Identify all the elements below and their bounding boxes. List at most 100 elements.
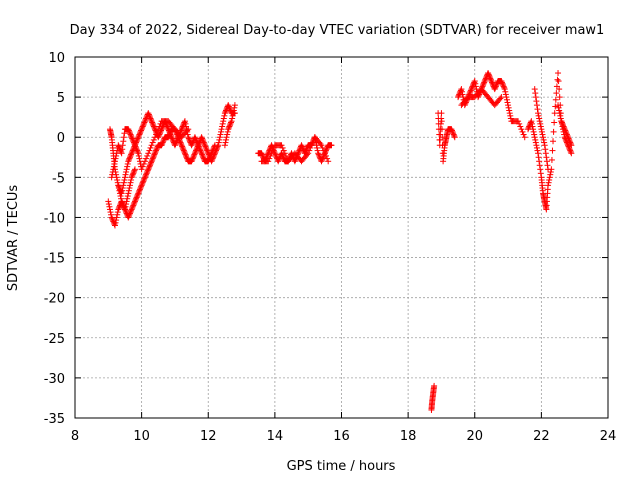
data-point — [488, 79, 495, 86]
data-point — [270, 146, 277, 153]
data-point — [498, 79, 505, 86]
x-tick-labels: 8 10 12 14 16 18 20 22 24 — [71, 429, 616, 444]
data-point — [201, 140, 208, 147]
data-point — [551, 119, 558, 126]
data-point — [138, 182, 145, 189]
data-point — [515, 118, 522, 125]
data-point — [308, 142, 315, 149]
data-point — [536, 162, 543, 169]
data-point — [136, 155, 143, 162]
data-point — [166, 130, 173, 137]
data-point — [124, 195, 131, 202]
data-point — [198, 150, 205, 157]
data-point — [131, 140, 138, 147]
data-point — [259, 151, 266, 158]
data-point — [531, 86, 538, 93]
data-point — [459, 91, 466, 98]
x-tick-label: 22 — [533, 429, 550, 444]
data-point — [145, 111, 152, 118]
data-point — [125, 158, 132, 165]
data-point — [145, 164, 152, 171]
data-point — [128, 177, 135, 184]
data-point — [228, 119, 235, 126]
data-point — [543, 154, 550, 161]
data-point — [218, 126, 225, 133]
data-point — [179, 124, 186, 131]
data-point — [506, 110, 513, 117]
data-point — [314, 144, 321, 151]
data-point — [208, 151, 215, 158]
data-point — [486, 72, 493, 79]
data-point — [535, 112, 542, 119]
data-point — [193, 136, 200, 143]
data-point — [124, 160, 131, 167]
data-point — [198, 148, 205, 155]
y-tick-label: -5 — [52, 171, 65, 186]
data-point — [118, 148, 125, 155]
data-point — [180, 146, 187, 153]
data-point — [148, 118, 155, 125]
data-point — [111, 158, 118, 165]
data-point — [141, 174, 148, 181]
data-point — [125, 187, 132, 194]
data-point — [139, 124, 146, 131]
data-point — [315, 151, 322, 158]
data-point — [320, 147, 327, 154]
data-point — [220, 118, 227, 125]
data-point — [497, 95, 504, 102]
data-point — [222, 139, 229, 146]
data-point — [133, 194, 140, 201]
data-point — [115, 185, 122, 192]
data-point — [267, 152, 274, 159]
data-point — [530, 128, 537, 135]
data-point — [146, 112, 153, 119]
data-point — [150, 136, 157, 143]
data-point — [503, 96, 510, 103]
data-point — [116, 187, 123, 194]
data-point — [126, 130, 133, 137]
data-point — [268, 150, 275, 157]
data-point — [119, 142, 126, 149]
data-point — [199, 152, 206, 159]
data-point — [154, 128, 161, 135]
data-point — [225, 126, 232, 133]
data-point — [192, 148, 199, 155]
data-point — [119, 199, 126, 206]
data-point — [139, 123, 146, 130]
data-point — [110, 163, 117, 170]
data-point — [448, 126, 455, 133]
data-point — [137, 185, 144, 192]
data-point — [200, 138, 207, 145]
data-point — [141, 119, 148, 126]
data-point — [486, 74, 493, 81]
data-point — [536, 115, 543, 122]
data-point — [438, 126, 445, 133]
x-axis-label: GPS time / hours — [287, 459, 396, 474]
data-point — [146, 147, 153, 154]
data-point — [115, 143, 122, 150]
data-point — [216, 136, 223, 143]
data-point — [134, 147, 141, 154]
data-point — [169, 135, 176, 142]
data-point — [544, 162, 551, 169]
data-point — [501, 84, 508, 91]
data-point — [138, 126, 145, 133]
data-point — [110, 166, 117, 173]
x-tick-label: 18 — [400, 429, 417, 444]
data-point — [559, 120, 566, 127]
data-point — [173, 139, 180, 146]
data-point — [298, 142, 305, 149]
data-point — [223, 134, 230, 141]
data-point — [144, 167, 151, 174]
data-point — [319, 144, 326, 151]
data-point — [195, 143, 202, 150]
data-point — [506, 107, 513, 114]
data-point — [532, 136, 539, 143]
data-point — [485, 70, 492, 77]
data-point — [328, 142, 335, 149]
data-point — [532, 139, 539, 146]
data-point — [135, 190, 142, 197]
data-point — [142, 172, 149, 179]
data-point — [149, 120, 156, 127]
data-point — [130, 138, 137, 145]
